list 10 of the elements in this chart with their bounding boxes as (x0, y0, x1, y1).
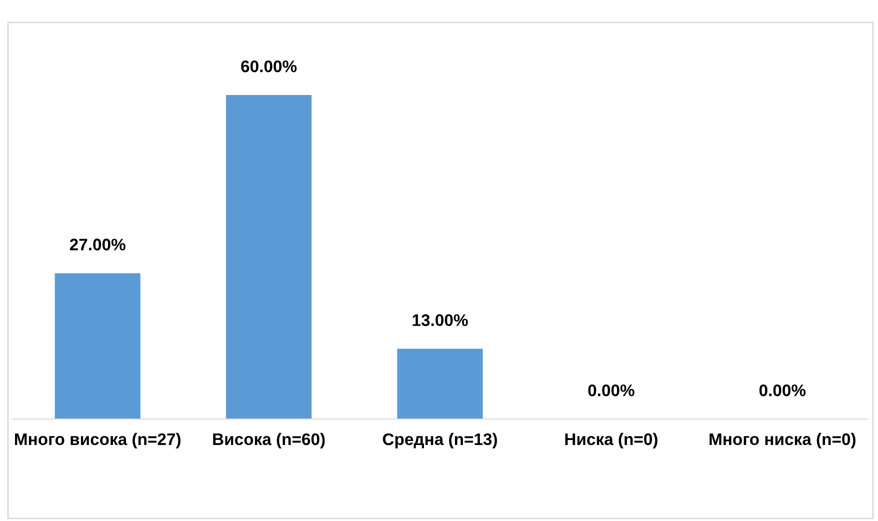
data-label: 0.00% (588, 384, 634, 396)
x-tick-label: Висока (n=60) (213, 432, 325, 448)
x-tick-label: Ниска (n=0) (565, 432, 658, 448)
x-tick-label: Средна (n=13) (382, 432, 497, 448)
x-tick-label: Много висока (n=27) (15, 432, 180, 448)
x-tick-label: Много ниска (n=0) (710, 432, 856, 448)
data-label: 13.00% (412, 314, 468, 326)
data-label: 0.00% (759, 384, 806, 396)
data-label: 60.00% (241, 60, 297, 72)
data-label: 27.00% (70, 238, 126, 250)
